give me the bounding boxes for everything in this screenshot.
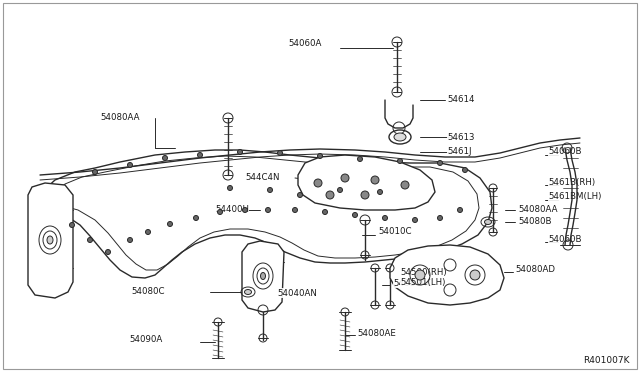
Circle shape [278, 151, 282, 155]
Circle shape [326, 191, 334, 199]
Text: 54060B: 54060B [548, 235, 582, 244]
Circle shape [413, 218, 417, 222]
Text: 54080AE: 54080AE [357, 328, 396, 337]
Circle shape [106, 250, 111, 254]
Polygon shape [242, 241, 284, 312]
Text: 54060A: 54060A [289, 39, 322, 48]
Circle shape [127, 163, 132, 167]
Circle shape [438, 160, 442, 166]
Polygon shape [390, 245, 504, 305]
Circle shape [268, 187, 273, 192]
Circle shape [193, 215, 198, 221]
Text: 54080AC: 54080AC [393, 279, 432, 288]
Circle shape [317, 154, 323, 158]
Text: 5461BM(LH): 5461BM(LH) [548, 192, 602, 202]
Circle shape [470, 270, 480, 280]
Ellipse shape [244, 289, 252, 295]
Text: 54080B: 54080B [518, 218, 552, 227]
Ellipse shape [394, 133, 406, 141]
Text: 54614: 54614 [447, 96, 474, 105]
Circle shape [163, 155, 168, 160]
Text: 54040AN: 54040AN [277, 289, 317, 298]
Circle shape [397, 158, 403, 164]
Circle shape [378, 189, 383, 195]
Circle shape [438, 215, 442, 221]
Circle shape [237, 150, 243, 154]
Circle shape [93, 170, 97, 174]
Ellipse shape [47, 236, 53, 244]
Circle shape [341, 174, 349, 182]
Text: 54501(LH): 54501(LH) [400, 279, 445, 288]
Circle shape [463, 167, 467, 173]
Circle shape [371, 176, 379, 184]
Text: 54400H: 54400H [215, 205, 249, 215]
Circle shape [227, 186, 232, 190]
Text: 5461B(RH): 5461B(RH) [548, 177, 595, 186]
Circle shape [383, 215, 387, 221]
Circle shape [358, 157, 362, 161]
Text: 54500(RH): 54500(RH) [400, 269, 447, 278]
Text: 54010C: 54010C [378, 228, 412, 237]
Text: 54090A: 54090A [130, 336, 163, 344]
Circle shape [218, 209, 223, 215]
Circle shape [314, 179, 322, 187]
Text: 54060B: 54060B [548, 148, 582, 157]
Text: 54080AD: 54080AD [515, 266, 555, 275]
Circle shape [145, 230, 150, 234]
Ellipse shape [260, 273, 266, 279]
Circle shape [458, 208, 463, 212]
Circle shape [266, 208, 271, 212]
Text: 54080AA: 54080AA [100, 113, 140, 122]
Circle shape [127, 237, 132, 243]
Circle shape [361, 191, 369, 199]
Text: 5461J: 5461J [447, 148, 472, 157]
Text: 544C4N: 544C4N [246, 173, 280, 183]
Text: 54080C: 54080C [131, 288, 165, 296]
Circle shape [198, 153, 202, 157]
Circle shape [415, 270, 425, 280]
Polygon shape [298, 155, 435, 210]
Text: R401007K: R401007K [584, 356, 630, 365]
Circle shape [323, 209, 328, 215]
Circle shape [88, 237, 93, 243]
Circle shape [337, 187, 342, 192]
Circle shape [70, 222, 74, 228]
Circle shape [298, 192, 303, 198]
Circle shape [168, 221, 173, 227]
Circle shape [401, 181, 409, 189]
Text: 54080AA: 54080AA [518, 205, 557, 215]
Ellipse shape [484, 219, 492, 224]
Circle shape [353, 212, 358, 218]
Polygon shape [38, 150, 492, 278]
Text: 54613: 54613 [447, 132, 474, 141]
Polygon shape [28, 183, 73, 298]
Circle shape [292, 208, 298, 212]
Circle shape [243, 208, 248, 212]
